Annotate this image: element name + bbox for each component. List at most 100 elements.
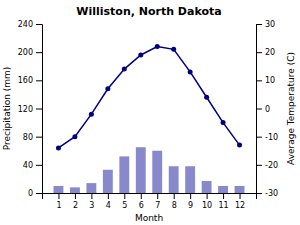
marker	[188, 69, 193, 74]
marker	[72, 134, 77, 139]
tick: 5	[122, 193, 127, 210]
axis-line	[43, 194, 257, 200]
y2-axis-title: Average Temperature (C)	[286, 52, 296, 165]
tick-label: 30	[265, 20, 275, 29]
axis-line	[257, 25, 263, 194]
tick-label: 0	[265, 105, 270, 114]
tick: 11	[218, 193, 228, 210]
tick: 10	[202, 193, 212, 210]
tick-label: 12	[235, 201, 245, 210]
tick-mark	[36, 80, 42, 81]
tick: 7	[155, 193, 160, 210]
tick: 30	[256, 20, 275, 29]
tick: 40	[23, 161, 42, 170]
tick: 3	[89, 193, 94, 210]
tick-mark	[207, 193, 208, 199]
bar	[136, 147, 146, 193]
bar	[152, 151, 162, 193]
tick-mark	[124, 193, 125, 199]
tick-label: 120	[18, 105, 33, 114]
bar	[103, 170, 113, 193]
tick: 12	[235, 193, 245, 210]
tick-label: 10	[265, 76, 275, 85]
tick-label: 9	[188, 201, 193, 210]
tick-mark	[108, 193, 109, 199]
tick: 200	[18, 48, 42, 57]
tick-mark	[75, 193, 76, 199]
tick: 10	[256, 76, 275, 85]
tick-label: 3	[89, 201, 94, 210]
tick-label: 160	[18, 76, 33, 85]
tick-mark	[256, 80, 262, 81]
tick-mark	[256, 109, 262, 110]
tick: 8	[172, 193, 177, 210]
tick-label: 0	[28, 189, 33, 198]
bar	[235, 186, 245, 193]
tick-label: 40	[23, 161, 33, 170]
tick-label: -10	[265, 133, 278, 142]
tick-mark	[91, 193, 92, 199]
bar	[70, 187, 80, 193]
markers	[56, 44, 242, 150]
tick-mark	[240, 193, 241, 199]
line	[58, 47, 239, 148]
axis: 0 40 80 120 160 200 240	[18, 20, 43, 198]
tick-mark	[174, 193, 175, 199]
bar	[218, 186, 228, 193]
y-axis-title: Precipitation (mm)	[2, 67, 12, 151]
tick-mark	[256, 193, 262, 194]
bar	[86, 183, 96, 193]
x-axis-title: Month	[135, 213, 163, 223]
tick: -20	[256, 161, 278, 170]
tick-label: 7	[155, 201, 160, 210]
tick-mark	[223, 193, 224, 199]
tick-mark	[256, 24, 262, 25]
marker	[105, 86, 110, 91]
tick: 6	[139, 193, 144, 210]
marker	[237, 143, 242, 148]
tick-mark	[36, 24, 42, 25]
tick-label: 8	[172, 201, 177, 210]
marker	[204, 95, 209, 100]
tick-label: 10	[202, 201, 212, 210]
axis: -30 -20 -10 0 10 20 30	[256, 20, 278, 198]
bar	[119, 156, 129, 193]
tick-label: 2	[73, 201, 78, 210]
tick-label: -30	[265, 189, 278, 198]
tick: 1	[56, 193, 61, 210]
tick: 120	[18, 105, 42, 114]
tick-mark	[36, 137, 42, 138]
tick: 0	[28, 189, 42, 198]
tick-label: -20	[265, 161, 278, 170]
tick: -30	[256, 189, 278, 198]
tick-label: 200	[18, 48, 33, 57]
bars	[54, 147, 245, 193]
axis-line	[36, 25, 43, 194]
tick-label: 1	[56, 201, 61, 210]
tick-mark	[36, 109, 42, 110]
tick: 4	[106, 193, 111, 210]
tick-label: 11	[218, 201, 228, 210]
tick-label: 240	[18, 20, 33, 29]
bar	[54, 186, 64, 193]
title: Williston, North Dakota	[76, 5, 221, 18]
marker	[56, 145, 61, 150]
tick-label: 20	[265, 48, 275, 57]
marker	[171, 47, 176, 52]
marker	[155, 44, 160, 49]
tick: 0	[256, 105, 270, 114]
tick: 160	[18, 76, 42, 85]
marker	[122, 67, 127, 72]
marker	[138, 52, 143, 57]
tick-mark	[256, 165, 262, 166]
tick-mark	[36, 52, 42, 53]
marker	[89, 112, 94, 117]
tick: 240	[18, 20, 42, 29]
bar	[169, 166, 179, 193]
axis: 123456789101112	[43, 193, 257, 210]
tick: -10	[256, 133, 278, 142]
tick: 2	[73, 193, 78, 210]
tick-mark	[36, 165, 42, 166]
tick: 80	[23, 133, 42, 142]
tick-label: 80	[23, 133, 33, 142]
